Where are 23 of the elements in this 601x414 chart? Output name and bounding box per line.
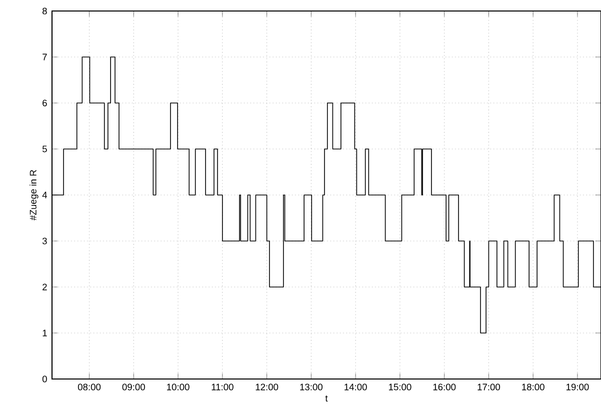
y-tick-label: 5 [42,146,47,152]
y-tick-label: 7 [42,54,47,60]
x-tick-label: 14:00 [344,384,367,390]
x-tick-label: 11:00 [212,384,234,390]
x-tick-label: 16:00 [433,384,456,390]
y-tick-label: 3 [42,238,47,244]
y-tick-label: 1 [42,330,47,336]
y-tick-label: 0 [42,376,47,382]
x-tick-label: 09:00 [122,384,145,390]
x-tick-label: 15:00 [388,384,412,390]
x-tick-label: 18:00 [522,384,544,390]
y-axis-title: #Zuege in R [30,170,38,220]
y-tick-label: 6 [42,100,47,106]
x-axis-title: t [325,395,328,402]
y-tick-label: 8 [42,8,47,14]
x-tick-label: 19:00 [566,384,589,390]
y-tick-label: 4 [42,192,48,198]
x-tick-label: 17:00 [478,384,500,390]
y-tick-label: 2 [42,284,47,290]
x-tick-label: 08:00 [78,384,101,390]
x-tick-label: 10:00 [167,384,190,390]
x-tick-label: 12:00 [256,384,278,390]
x-tick-label: 13:00 [300,384,323,390]
